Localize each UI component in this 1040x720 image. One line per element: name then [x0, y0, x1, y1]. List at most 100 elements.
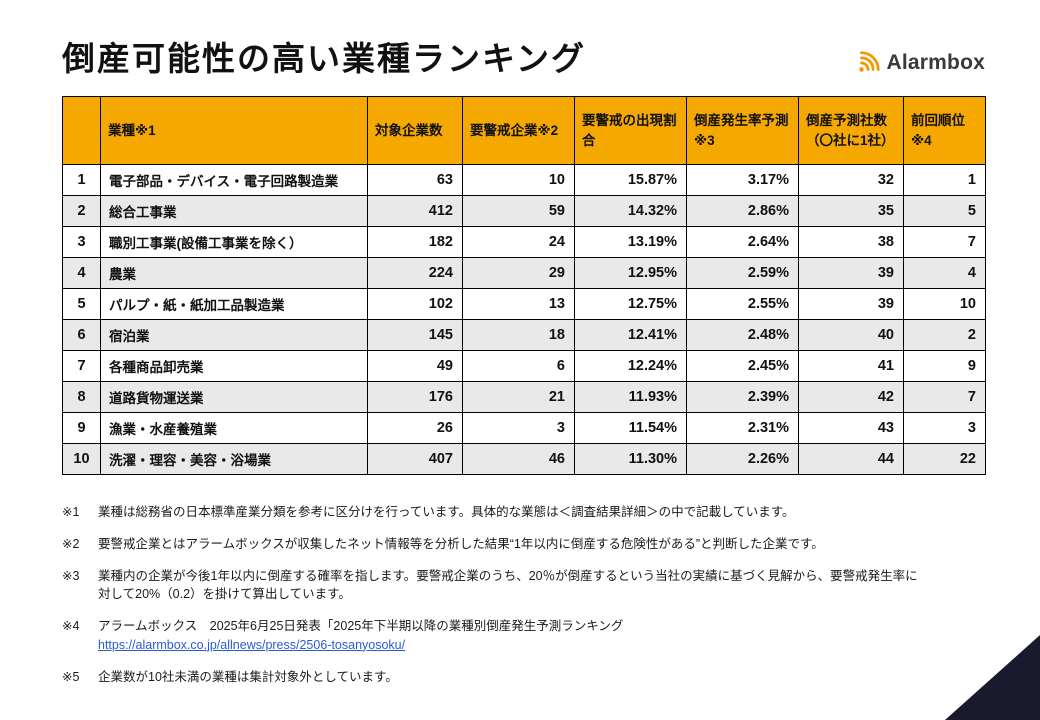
cell-predicted-one-in: 43: [798, 412, 904, 444]
cell-rank: 7: [62, 350, 101, 382]
cell-previous-rank: 7: [903, 381, 986, 413]
cell-caution-ratio: 13.19%: [574, 226, 687, 258]
cell-rank: 6: [62, 319, 101, 351]
footnote-label: ※4: [62, 619, 80, 633]
cell-bankruptcy-rate: 2.55%: [686, 288, 799, 320]
cell-industry: 総合工事業: [100, 195, 368, 227]
footnote-text: アラームボックス 2025年6月25日発表「2025年下半期以降の業種別倒産発生…: [98, 617, 928, 655]
cell-predicted-one-in: 40: [798, 319, 904, 351]
cell-bankruptcy-rate: 2.45%: [686, 350, 799, 382]
alarmbox-logo-icon: [855, 50, 881, 76]
cell-caution-companies: 24: [462, 226, 575, 258]
cell-predicted-one-in: 38: [798, 226, 904, 258]
cell-industry: 職別工事業(設備工事業を除く）: [100, 226, 368, 258]
cell-previous-rank: 2: [903, 319, 986, 351]
cell-bankruptcy-rate: 2.39%: [686, 381, 799, 413]
cell-caution-ratio: 11.54%: [574, 412, 687, 444]
footnote-text-content: 業種内の企業が今後1年以内に倒産する確率を指します。要警戒企業のうち、20％が倒…: [98, 568, 918, 602]
cell-bankruptcy-rate: 2.26%: [686, 443, 799, 475]
cell-previous-rank: 1: [903, 164, 986, 196]
table-row: 8 道路貨物運送業 176 21 11.93% 2.39% 42 7: [62, 381, 986, 413]
footnote-text-content: 要警戒企業とはアラームボックスが収集したネット情報等を分析した結果“1年以内に倒…: [98, 536, 824, 551]
cell-rank: 4: [62, 257, 101, 289]
page-title: 倒産可能性の高い業種ランキング: [62, 40, 587, 77]
footnotes: ※1 業種は総務省の日本標準産業分類を参考に区分けを行っています。具体的な業態は＜…: [62, 503, 962, 686]
cell-caution-companies: 18: [462, 319, 575, 351]
cell-caution-companies: 13: [462, 288, 575, 320]
cell-previous-rank: 5: [903, 195, 986, 227]
ranking-table: 業種※1 対象企業数 要警戒企業※2 要警戒の出現割合 倒産発生率予測※3 倒産予測社数（…: [62, 96, 986, 475]
table-row: 6 宿泊業 145 18 12.41% 2.48% 40 2: [62, 319, 986, 351]
cell-predicted-one-in: 39: [798, 288, 904, 320]
cell-rank: 2: [62, 195, 101, 227]
brand-logo: Alarmbox: [855, 50, 985, 80]
table-row: 2 総合工事業 412 59 14.32% 2.86% 35 5: [62, 195, 986, 227]
cell-caution-companies: 46: [462, 443, 575, 475]
table-row: 3 職別工事業(設備工事業を除く） 182 24 13.19% 2.64% 38 7: [62, 226, 986, 258]
cell-target-companies: 412: [367, 195, 463, 227]
cell-bankruptcy-rate: 3.17%: [686, 164, 799, 196]
table-row: 10 洗濯・理容・美容・浴場業 407 46 11.30% 2.26% 44 22: [62, 443, 986, 475]
cell-previous-rank: 4: [903, 257, 986, 289]
column-header: 倒産予測社数（〇社に1社）: [798, 96, 904, 165]
table-body: 1 電子部品・デバイス・電子回路製造業 63 10 15.87% 3.17% 32 1 2 総合工…: [62, 164, 986, 475]
cell-previous-rank: 3: [903, 412, 986, 444]
cell-industry: 漁業・水産養殖業: [100, 412, 368, 444]
column-header: 要警戒の出現割合: [574, 96, 687, 165]
cell-previous-rank: 10: [903, 288, 986, 320]
footnote-text: 業種内の企業が今後1年以内に倒産する確率を指します。要警戒企業のうち、20％が倒…: [98, 567, 928, 605]
footnote-text-content: アラームボックス 2025年6月25日発表「2025年下半期以降の業種別倒産発生…: [98, 619, 624, 633]
cell-target-companies: 224: [367, 257, 463, 289]
footnote-link[interactable]: https://alarmbox.co.jp/allnews/press/250…: [98, 637, 406, 652]
table-row: 9 漁業・水産養殖業 26 3 11.54% 2.31% 43 3: [62, 412, 986, 444]
footnote-label: ※3: [62, 568, 80, 583]
cell-rank: 9: [62, 412, 101, 444]
cell-caution-companies: 21: [462, 381, 575, 413]
cell-previous-rank: 22: [903, 443, 986, 475]
cell-predicted-one-in: 42: [798, 381, 904, 413]
cell-caution-companies: 10: [462, 164, 575, 196]
table-row: 1 電子部品・デバイス・電子回路製造業 63 10 15.87% 3.17% 32 1: [62, 164, 986, 196]
footnote: ※2 要警戒企業とはアラームボックスが収集したネット情報等を分析した結果“1年以内…: [62, 535, 962, 554]
cell-rank: 10: [62, 443, 101, 475]
cell-predicted-one-in: 41: [798, 350, 904, 382]
cell-caution-ratio: 12.41%: [574, 319, 687, 351]
table-row: 4 農業 224 29 12.95% 2.59% 39 4: [62, 257, 986, 289]
cell-previous-rank: 7: [903, 226, 986, 258]
corner-header-cell: [62, 96, 101, 165]
cell-target-companies: 407: [367, 443, 463, 475]
column-header: 前回順位※4: [903, 96, 986, 165]
cell-caution-companies: 29: [462, 257, 575, 289]
column-header: 要警戒企業※2: [462, 96, 575, 165]
cell-caution-ratio: 14.32%: [574, 195, 687, 227]
cell-caution-companies: 59: [462, 195, 575, 227]
footnote-text: 業種は総務省の日本標準産業分類を参考に区分けを行っています。具体的な業態は＜調査…: [98, 503, 928, 522]
cell-rank: 1: [62, 164, 101, 196]
footnote: ※3 業種内の企業が今後1年以内に倒産する確率を指します。要警戒企業のうち、20％…: [62, 567, 962, 605]
column-header: 倒産発生率予測※3: [686, 96, 799, 165]
cell-target-companies: 102: [367, 288, 463, 320]
cell-predicted-one-in: 39: [798, 257, 904, 289]
footnote-text-content: 業種は総務省の日本標準産業分類を参考に区分けを行っています。具体的な業態は＜調査…: [98, 505, 795, 519]
footnote-text: 企業数が10社未満の業種は集計対象外としています。: [98, 668, 928, 687]
footnote-label: ※2: [62, 536, 80, 551]
cell-rank: 8: [62, 381, 101, 413]
table-head: 業種※1 対象企業数 要警戒企業※2 要警戒の出現割合 倒産発生率予測※3 倒産予測社数（…: [62, 96, 986, 165]
cell-caution-ratio: 12.24%: [574, 350, 687, 382]
cell-rank: 5: [62, 288, 101, 320]
page: 倒産可能性の高い業種ランキング Alarmbox 業種※1 対象企業数 要警戒企業※…: [62, 32, 1040, 720]
cell-caution-ratio: 15.87%: [574, 164, 687, 196]
header: 倒産可能性の高い業種ランキング Alarmbox: [62, 32, 985, 80]
cell-bankruptcy-rate: 2.31%: [686, 412, 799, 444]
cell-rank: 3: [62, 226, 101, 258]
cell-predicted-one-in: 35: [798, 195, 904, 227]
footnote-label: ※5: [62, 669, 80, 684]
cell-target-companies: 63: [367, 164, 463, 196]
cell-caution-ratio: 12.95%: [574, 257, 687, 289]
cell-industry: 宿泊業: [100, 319, 368, 351]
column-header: 業種※1: [100, 96, 368, 165]
cell-caution-ratio: 11.93%: [574, 381, 687, 413]
cell-bankruptcy-rate: 2.64%: [686, 226, 799, 258]
footnote-text-content: 企業数が10社未満の業種は集計対象外としています。: [98, 669, 398, 684]
cell-industry: 道路貨物運送業: [100, 381, 368, 413]
